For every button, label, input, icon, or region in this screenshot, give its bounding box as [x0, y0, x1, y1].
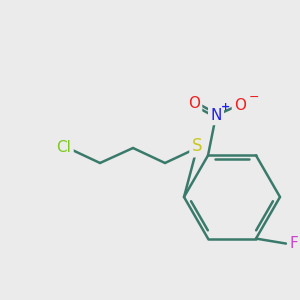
Text: O: O — [234, 98, 246, 113]
Text: −: − — [249, 91, 259, 104]
Text: +: + — [220, 102, 230, 112]
Text: Cl: Cl — [57, 140, 71, 155]
Text: O: O — [188, 96, 200, 111]
Text: N: N — [210, 108, 222, 123]
Text: F: F — [290, 236, 298, 251]
Text: S: S — [192, 137, 202, 155]
